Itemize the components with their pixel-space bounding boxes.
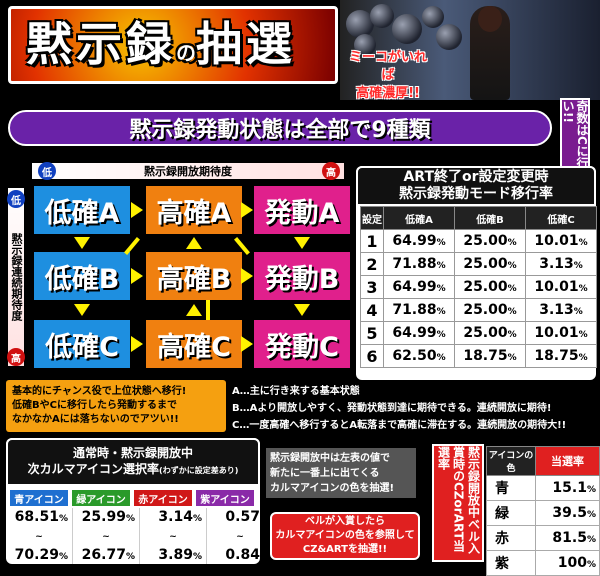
diagonal-arrow-line (124, 237, 140, 255)
vertical-arrow-line (206, 300, 210, 320)
explanation-b: B…Aより開放しやすく、発動状態到達に期待できる。連続開放に期待! (232, 403, 552, 414)
mode-hatsu-c: 発動C (254, 320, 350, 368)
arrow-right-icon (131, 268, 143, 284)
continuation-expectation-bar: 黙示録連続期待度 (8, 188, 24, 366)
col-header: 当選率 (535, 446, 600, 476)
art-transition-table: 設定 低確A 低確B 低確C 1 64.99% 25.00% 10.01% 2 … (360, 206, 597, 368)
high-marker-vertical: 高 (7, 348, 25, 366)
low-marker-vertical: 低 (7, 190, 25, 208)
mode-hatsu-b: 発動B (254, 252, 350, 300)
mode-low-b: 低確B (34, 252, 130, 300)
arrow-down-icon (74, 237, 90, 249)
table-row: 紫 100% (485, 550, 600, 576)
arrow-up-icon (186, 304, 202, 316)
arrow-down-icon (74, 304, 90, 316)
blue-icon-header: 青アイコン (10, 490, 68, 506)
red-icon-rate: 3.14% ~ 3.89% (144, 508, 207, 564)
table-row: 5 64.99% 25.00% 10.01% (360, 321, 597, 345)
col-header: 低確C (525, 206, 597, 230)
bell-rate-label: 黙示録開放中ベル入賞時のCZorART当選率 (432, 444, 484, 562)
title-panel (8, 6, 338, 84)
mode-low-c: 低確C (34, 320, 130, 368)
col-header: アイコンの色 (485, 446, 537, 476)
table-row: 2 71.88% 25.00% 3.13% (360, 252, 597, 276)
green-icon-rate: 25.99% ~ 26.77% (77, 508, 140, 564)
arrow-right-icon (131, 336, 143, 352)
arrow-down-icon (294, 237, 310, 249)
open-expectation-bar: 黙示録開放期待度 (32, 163, 344, 179)
arrow-down-icon (294, 304, 310, 316)
table-row: 1 64.99% 25.00% 10.01% (360, 229, 597, 253)
arrow-right-icon (241, 268, 253, 284)
photo-caption: ミーコがいれば 高確濃厚!! (348, 50, 427, 101)
arrow-right-icon (241, 336, 253, 352)
table-row: 赤 81.5% (485, 525, 600, 551)
explanation-c: C…一度高確へ移行するとA転落まで高確に滞在する。連続開放の期待大!! (232, 420, 567, 431)
table-row: 青 15.1% (485, 475, 600, 501)
table-row: 4 71.88% 25.00% 3.13% (360, 298, 597, 322)
mode-high-a: 高確A (146, 186, 242, 234)
open-note: 黙示録開放中は左表の値で 新たに一番上に出てくる カルマアイコンの色を抽選! (266, 448, 416, 498)
table-row: 緑 39.5% (485, 500, 600, 526)
mode-explanations: A…主に行き来する基本状態 B…Aより開放しやすく、発動状態到達に期待できる。連… (232, 383, 596, 433)
purple-icon-rate: 0.57% ~ 0.84% (225, 509, 269, 563)
bell-rate-table: アイコンの色 当選率 青 15.1% 緑 39.5% 赤 81.5% 紫 100… (485, 446, 600, 576)
purple-icon-header: 紫アイコン (196, 490, 254, 506)
mode-count-banner: 黙示録発動状態は全部で9種類 (8, 110, 552, 146)
character-head (478, 6, 502, 32)
mode-high-c: 高確C (146, 320, 242, 368)
col-header: 低確B (454, 206, 526, 230)
mode-hatsu-a: 発動A (254, 186, 350, 234)
blue-icon-rate: 68.51% ~ 70.29% (10, 508, 73, 564)
green-icon-header: 緑アイコン (72, 490, 130, 506)
arrow-right-icon (241, 202, 253, 218)
arrow-up-icon (186, 237, 202, 249)
icon-selection-title: 通常時・黙示録開放中 次カルマアイコン選択率(わずかに設定差あり) (6, 438, 260, 486)
chance-note: 基本的にチャンス役で上位状態へ移行! 低確BやCに移行したら発動するまで なかな… (6, 380, 226, 432)
col-header: 低確A (383, 206, 455, 230)
bell-note: ベルが入賞したら カルマアイコンの色を参照して CZ&ARTを抽選!! (270, 512, 420, 560)
mode-low-a: 低確A (34, 186, 130, 234)
icon-header-row: 青アイコン 緑アイコン 赤アイコン 紫アイコン (10, 490, 254, 506)
arrow-right-icon (131, 202, 143, 218)
table-row: 3 64.99% 25.00% 10.01% (360, 275, 597, 299)
col-header: 設定 (360, 206, 384, 230)
icon-value-row: 68.51% ~ 70.29% 25.99% ~ 26.77% 3.14% ~ … (10, 508, 273, 564)
low-marker: 低 (38, 162, 56, 180)
high-marker: 高 (322, 162, 340, 180)
red-icon-header: 赤アイコン (134, 490, 192, 506)
art-table-title: ART終了or設定変更時 黙示録発動モード移行率 (356, 166, 596, 206)
mode-high-b: 高確B (146, 252, 242, 300)
page-title: 黙示録の抽選 (26, 17, 296, 71)
table-row: 6 62.50% 18.75% 18.75% (360, 344, 597, 368)
explanation-a: A…主に行き来する基本状態 (232, 386, 360, 397)
